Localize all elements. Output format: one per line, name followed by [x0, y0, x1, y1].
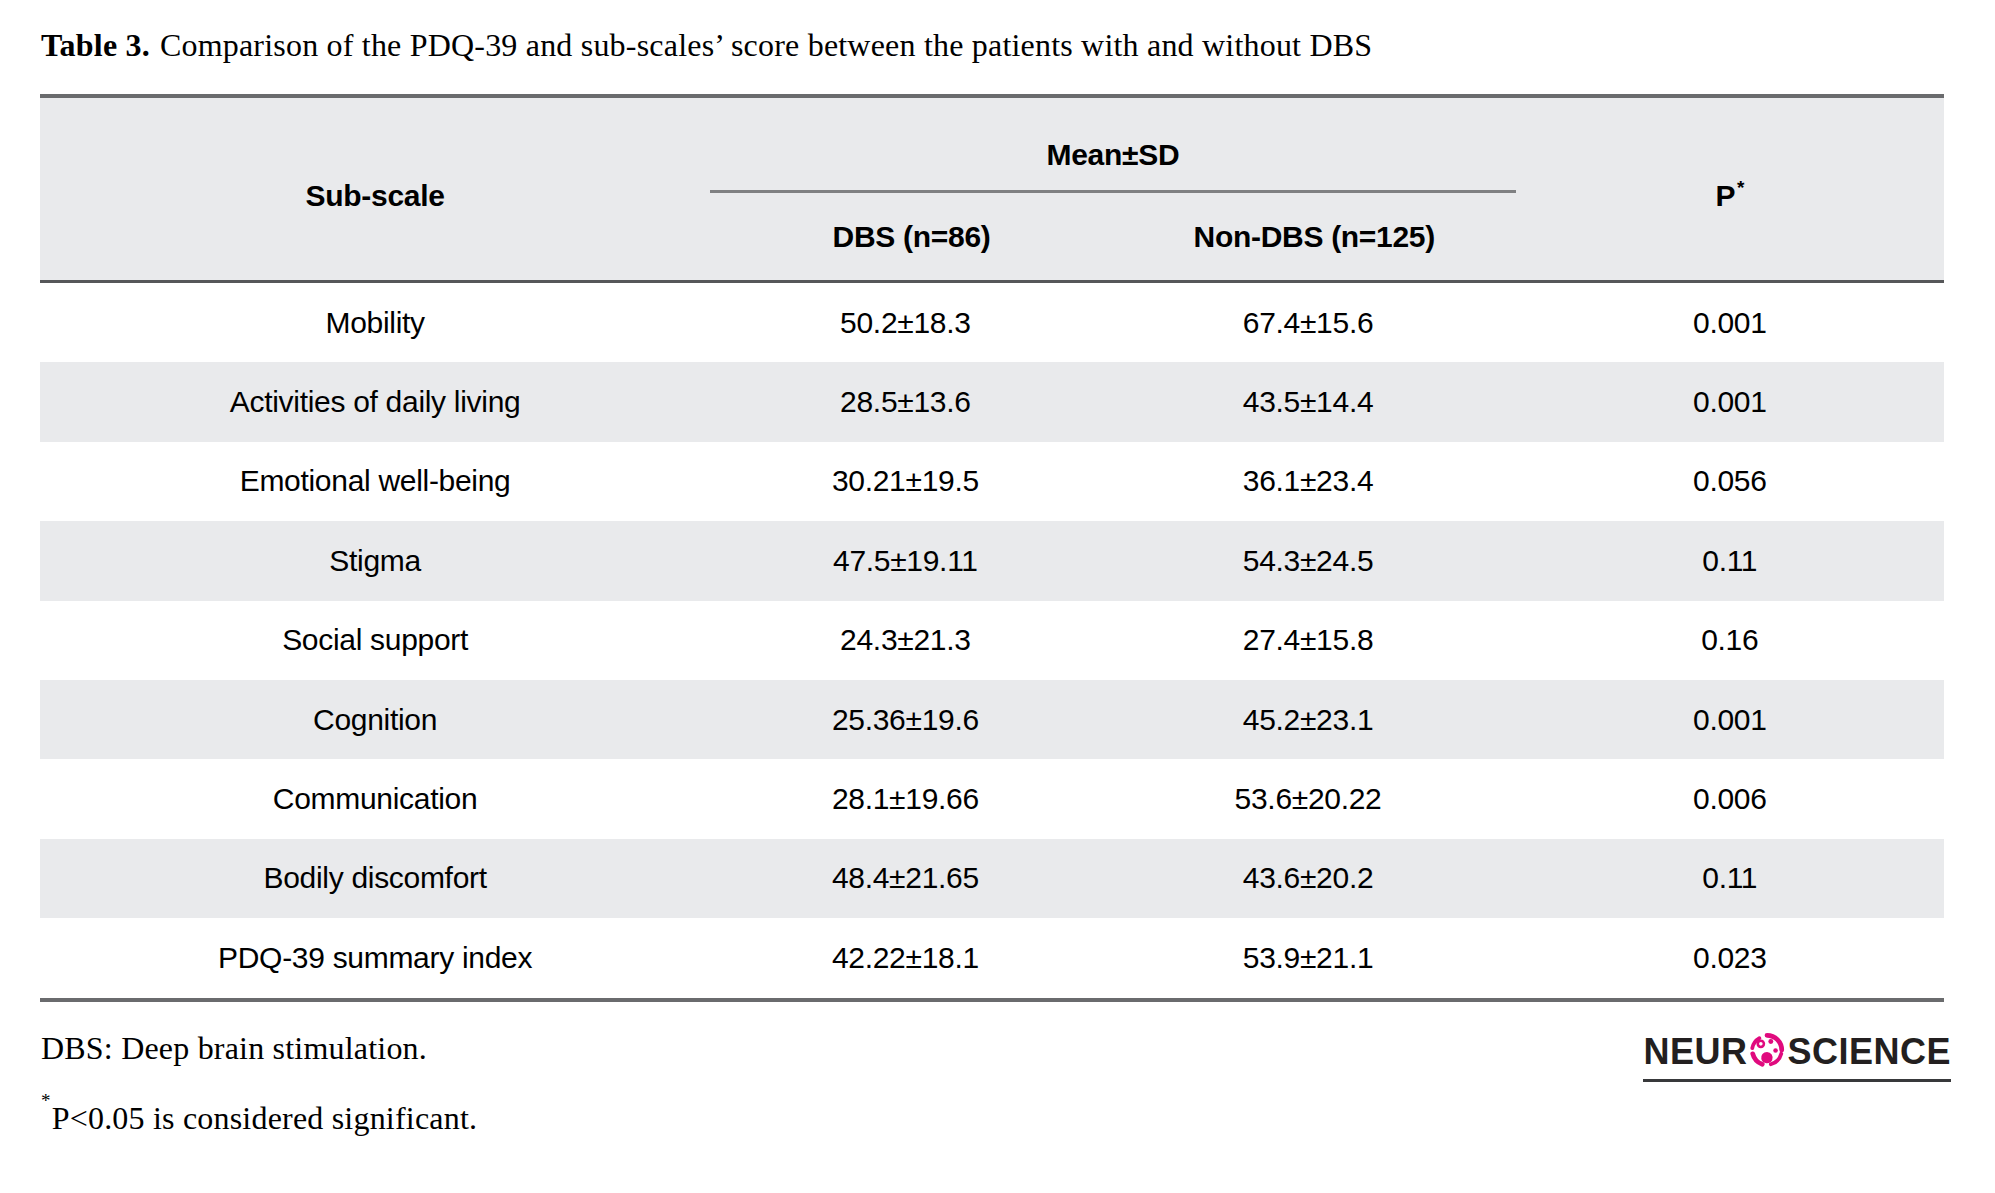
footnote-significance: *P<0.05 is considered significant.: [41, 1100, 477, 1137]
cell-dbs: 50.2±18.3: [710, 283, 1100, 362]
cell-nondbs: 36.1±23.4: [1101, 442, 1516, 521]
neuron-cell-icon: [1748, 1031, 1786, 1069]
footnote-significance-text: P<0.05 is considered significant.: [52, 1100, 477, 1136]
cell-subscale: PDQ-39 summary index: [40, 918, 710, 997]
cell-nondbs: 45.2±23.1: [1101, 680, 1516, 759]
cell-nondbs: 43.6±20.2: [1101, 839, 1516, 918]
cell-dbs: 47.5±19.11: [710, 521, 1100, 600]
cell-dbs: 24.3±21.3: [710, 601, 1100, 680]
cell-dbs: 48.4±21.65: [710, 839, 1100, 918]
cell-nondbs: 53.9±21.1: [1101, 918, 1516, 997]
cell-subscale: Bodily discomfort: [40, 839, 710, 918]
cell-pvalue: 0.11: [1516, 521, 1944, 600]
table-header: Sub-scale Mean±SD DBS (n=86) Non-DBS (n=…: [40, 98, 1944, 283]
cell-subscale: Social support: [40, 601, 710, 680]
cell-pvalue: 0.001: [1516, 362, 1944, 441]
cell-dbs: 30.21±19.5: [710, 442, 1100, 521]
cell-subscale: Stigma: [40, 521, 710, 600]
cell-dbs: 28.1±19.66: [710, 759, 1100, 838]
table-row-social-support: Social support 24.3±21.3 27.4±15.8 0.16: [40, 601, 1944, 680]
header-pvalue: P*: [1516, 98, 1944, 280]
cell-pvalue: 0.023: [1516, 918, 1944, 997]
cell-pvalue: 0.11: [1516, 839, 1944, 918]
cell-nondbs: 27.4±15.8: [1101, 601, 1516, 680]
footnote-asterisk: *: [41, 1090, 51, 1111]
cell-dbs: 42.22±18.1: [710, 918, 1100, 997]
neuroscience-journal-logo: NEUR SCIENCE: [1643, 1032, 1951, 1082]
table-row-adl: Activities of daily living 28.5±13.6 43.…: [40, 362, 1944, 441]
footnote-abbreviation: DBS: Deep brain stimulation.: [41, 1030, 427, 1067]
cell-nondbs: 43.5±14.4: [1101, 362, 1516, 441]
page: Table 3. Comparison of the PDQ-39 and sub…: [0, 0, 1995, 1193]
header-pvalue-label: P: [1715, 179, 1735, 213]
header-meansd: Mean±SD: [710, 98, 1515, 193]
cell-subscale: Cognition: [40, 680, 710, 759]
cell-dbs: 25.36±19.6: [710, 680, 1100, 759]
table-caption-text: Comparison of the PDQ-39 and sub-scales’…: [160, 27, 1372, 63]
cell-dbs: 28.5±13.6: [710, 362, 1100, 441]
cell-nondbs: 54.3±24.5: [1101, 521, 1516, 600]
table-row-emotional: Emotional well-being 30.21±19.5 36.1±23.…: [40, 442, 1944, 521]
table-caption-number: Table 3.: [41, 27, 150, 63]
table-row-summary-index: PDQ-39 summary index 42.22±18.1 53.9±21.…: [40, 918, 1944, 997]
table-row-mobility: Mobility 50.2±18.3 67.4±15.6 0.001: [40, 283, 1944, 362]
header-meansd-subcolumns: DBS (n=86) Non-DBS (n=125): [710, 193, 1515, 280]
cell-pvalue: 0.006: [1516, 759, 1944, 838]
header-meansd-group: Mean±SD DBS (n=86) Non-DBS (n=125): [710, 98, 1515, 280]
cell-subscale: Emotional well-being: [40, 442, 710, 521]
pdq39-comparison-table: Sub-scale Mean±SD DBS (n=86) Non-DBS (n=…: [40, 94, 1944, 1002]
header-nondbs: Non-DBS (n=125): [1113, 193, 1516, 280]
table-caption: Table 3. Comparison of the PDQ-39 and sub…: [41, 26, 1372, 64]
table-row-bodily-discomfort: Bodily discomfort 48.4±21.65 43.6±20.2 0…: [40, 839, 1944, 918]
header-subscale: Sub-scale: [40, 98, 710, 280]
cell-pvalue: 0.056: [1516, 442, 1944, 521]
table-row-stigma: Stigma 47.5±19.11 54.3±24.5 0.11: [40, 521, 1944, 600]
cell-nondbs: 67.4±15.6: [1101, 283, 1516, 362]
logo-text-science: SCIENCE: [1787, 1032, 1951, 1070]
cell-pvalue: 0.16: [1516, 601, 1944, 680]
cell-subscale: Mobility: [40, 283, 710, 362]
table-row-communication: Communication 28.1±19.66 53.6±20.22 0.00…: [40, 759, 1944, 838]
cell-subscale: Activities of daily living: [40, 362, 710, 441]
header-dbs: DBS (n=86): [710, 193, 1113, 280]
table-row-cognition: Cognition 25.36±19.6 45.2±23.1 0.001: [40, 680, 1944, 759]
cell-pvalue: 0.001: [1516, 680, 1944, 759]
cell-subscale: Communication: [40, 759, 710, 838]
table-body: Mobility 50.2±18.3 67.4±15.6 0.001 Activ…: [40, 283, 1944, 998]
logo-text-neur: NEUR: [1643, 1032, 1747, 1070]
cell-pvalue: 0.001: [1516, 283, 1944, 362]
cell-nondbs: 53.6±20.22: [1101, 759, 1516, 838]
